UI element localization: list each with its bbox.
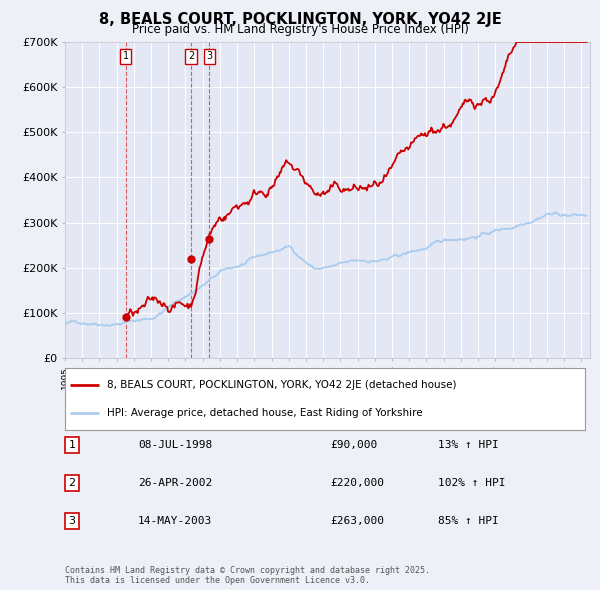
Text: 13% ↑ HPI: 13% ↑ HPI	[438, 440, 499, 450]
Text: 3: 3	[68, 516, 76, 526]
Text: 8, BEALS COURT, POCKLINGTON, YORK, YO42 2JE: 8, BEALS COURT, POCKLINGTON, YORK, YO42 …	[98, 12, 502, 27]
Text: £220,000: £220,000	[330, 478, 384, 488]
Text: 3: 3	[206, 51, 212, 61]
Text: HPI: Average price, detached house, East Riding of Yorkshire: HPI: Average price, detached house, East…	[107, 408, 422, 418]
Text: 8, BEALS COURT, POCKLINGTON, YORK, YO42 2JE (detached house): 8, BEALS COURT, POCKLINGTON, YORK, YO42 …	[107, 380, 456, 390]
Text: £90,000: £90,000	[330, 440, 377, 450]
Text: £263,000: £263,000	[330, 516, 384, 526]
Text: 14-MAY-2003: 14-MAY-2003	[138, 516, 212, 526]
Text: Price paid vs. HM Land Registry's House Price Index (HPI): Price paid vs. HM Land Registry's House …	[131, 23, 469, 36]
Text: 08-JUL-1998: 08-JUL-1998	[138, 440, 212, 450]
Text: Contains HM Land Registry data © Crown copyright and database right 2025.
This d: Contains HM Land Registry data © Crown c…	[65, 566, 430, 585]
Text: 26-APR-2002: 26-APR-2002	[138, 478, 212, 488]
Text: 1: 1	[122, 51, 128, 61]
Text: 1: 1	[68, 440, 76, 450]
Text: 85% ↑ HPI: 85% ↑ HPI	[438, 516, 499, 526]
Text: 102% ↑ HPI: 102% ↑ HPI	[438, 478, 505, 488]
Text: 2: 2	[188, 51, 194, 61]
Text: 2: 2	[68, 478, 76, 488]
